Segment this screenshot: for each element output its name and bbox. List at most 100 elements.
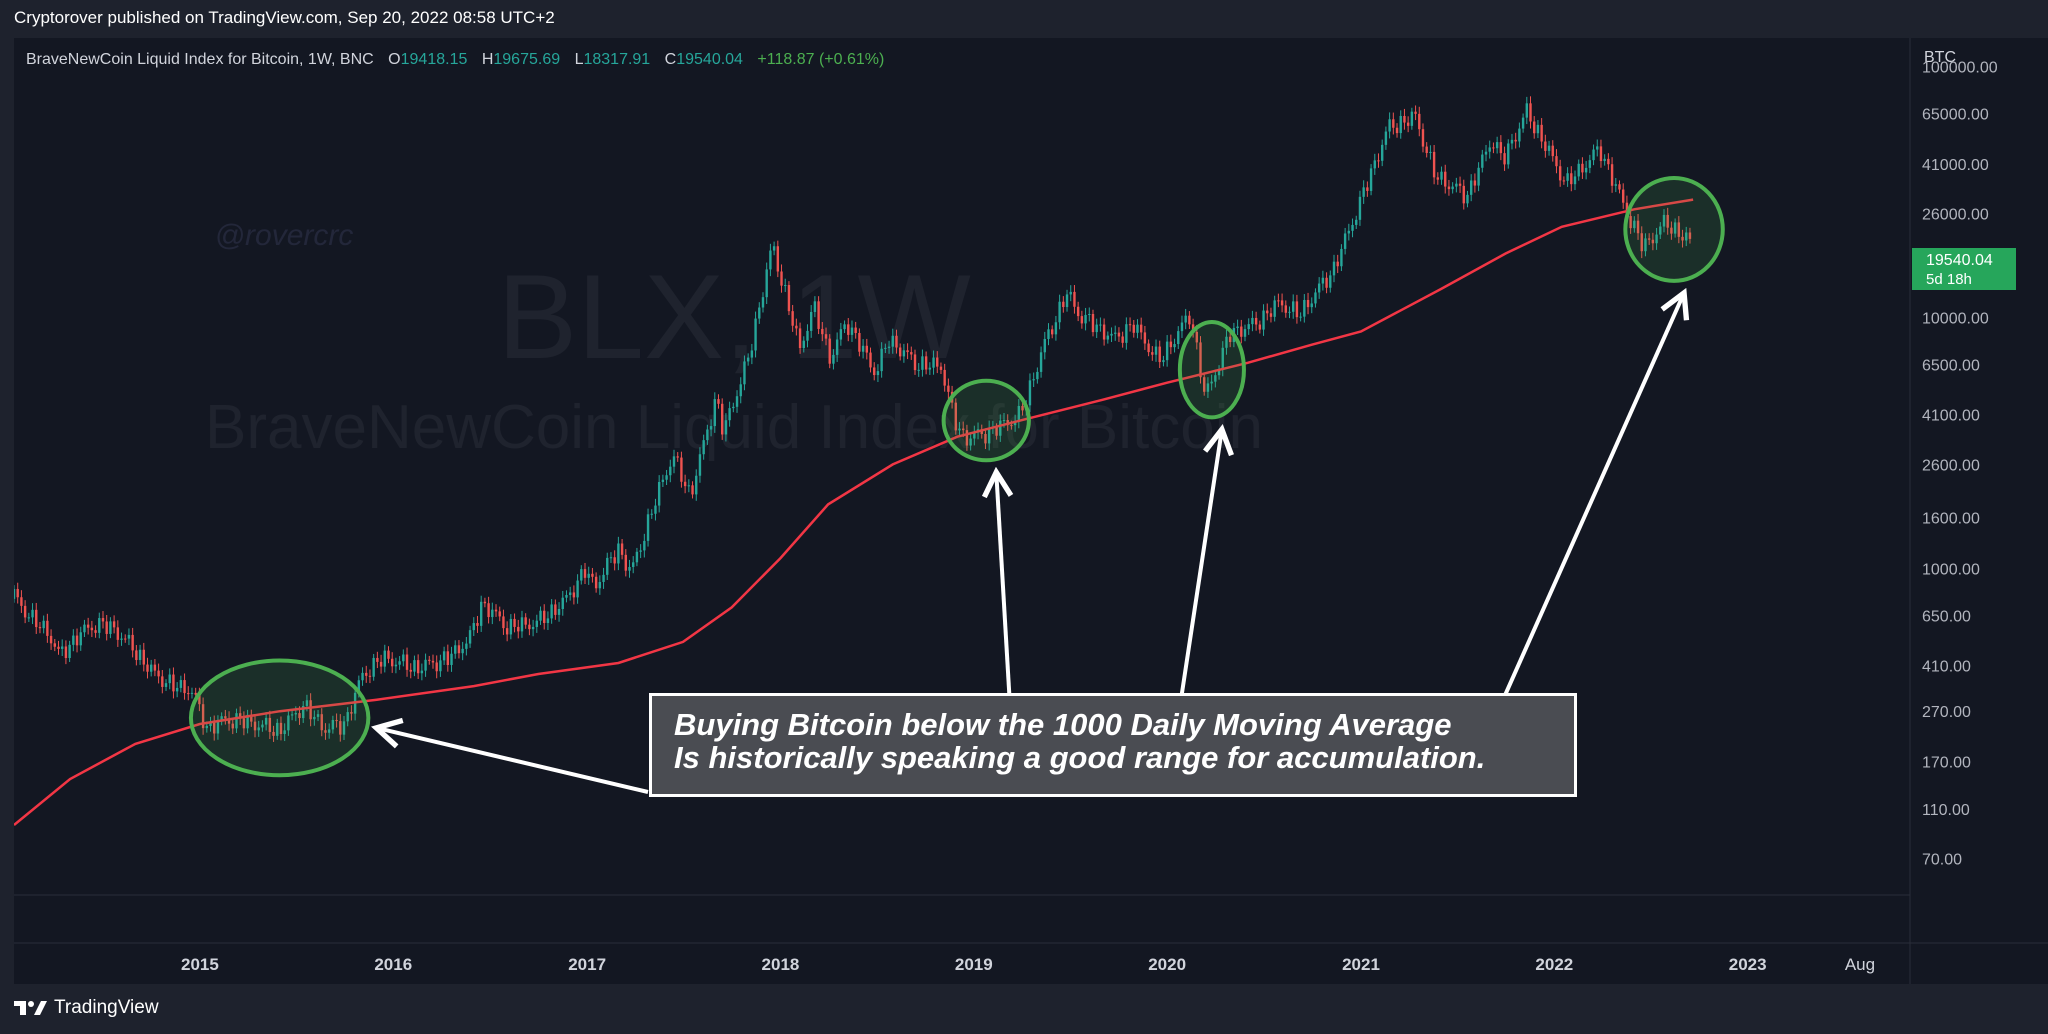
moving-average-line: [14, 198, 1694, 826]
candle-body: [1151, 352, 1154, 355]
candle-body: [1065, 294, 1069, 308]
candle-body: [969, 438, 972, 446]
candle-body: [1384, 131, 1388, 145]
candle-body: [1269, 313, 1273, 317]
candle-body: [164, 683, 168, 687]
candle-body: [1447, 186, 1451, 190]
candle-body: [524, 617, 527, 625]
candle-body: [216, 721, 220, 734]
candle-body: [583, 569, 587, 578]
candle-body: [1217, 369, 1221, 376]
candle-body: [1462, 185, 1465, 204]
candle-body: [643, 540, 646, 551]
candle-body: [402, 654, 405, 662]
watermark-author: @rovercrc: [215, 219, 354, 252]
candle-body: [1618, 184, 1621, 190]
candle-body: [86, 624, 90, 628]
candle-body: [1425, 146, 1428, 153]
candle-body: [316, 714, 320, 717]
candle-body: [509, 618, 513, 635]
watermark-name: BraveNewCoin Liquid Index for Bitcoin: [205, 393, 1263, 462]
candle-body: [1225, 336, 1228, 348]
candle-body: [1110, 333, 1113, 336]
price-chart[interactable]: BLX, 1W BraveNewCoin Liquid Index for Bi…: [14, 38, 2048, 984]
candle-body: [468, 630, 472, 644]
candle-body: [1499, 142, 1503, 154]
publisher-text: Cryptorover published on TradingView.com…: [14, 8, 555, 27]
candle-body: [576, 580, 579, 598]
candle-body: [209, 722, 212, 726]
candle-body: [227, 718, 231, 724]
candle-body: [205, 725, 209, 729]
candle-body: [368, 675, 372, 677]
candle-body: [1102, 324, 1106, 340]
candle-body: [1039, 352, 1043, 372]
candle-body: [1644, 238, 1647, 252]
candle-body: [1603, 158, 1606, 162]
candle-body: [465, 643, 468, 649]
candle-body: [42, 620, 45, 629]
candle-body: [1406, 122, 1410, 126]
candle-body: [880, 348, 883, 372]
candle-body: [728, 408, 731, 421]
candle-body: [1058, 301, 1061, 323]
candle-body: [64, 646, 68, 659]
candle-body: [758, 307, 761, 319]
candle-body: [246, 714, 249, 729]
candle-body: [379, 661, 383, 667]
tradingview-brand[interactable]: TradingView: [14, 997, 159, 1019]
candle-body: [116, 627, 120, 640]
candle-body: [865, 345, 869, 353]
candle-body: [1685, 232, 1688, 241]
candle-body: [676, 456, 679, 458]
candle-body: [650, 513, 653, 515]
candle-body: [661, 479, 665, 482]
y-tick-label: 270.00: [1922, 704, 1971, 721]
legend-high-label: H: [481, 51, 494, 68]
candle-body: [383, 650, 386, 667]
candle-body: [105, 621, 108, 634]
candle-body: [632, 562, 635, 567]
candle-body: [1551, 145, 1554, 157]
candle-body: [1262, 310, 1265, 330]
candle-body: [780, 271, 783, 286]
candle-body: [809, 311, 813, 331]
accumulation-highlight: [1623, 175, 1725, 283]
candle-body: [194, 692, 197, 695]
candle-body: [387, 650, 390, 659]
annotation-arrow: [996, 472, 1010, 707]
candle-body: [1028, 380, 1032, 406]
legend-open-label: O: [388, 51, 401, 68]
candle-body: [713, 399, 716, 427]
candle-body: [1277, 300, 1280, 302]
annotation-arrow: [1496, 293, 1684, 712]
x-tick-label: 2022: [1535, 955, 1573, 974]
candle-body: [528, 624, 531, 630]
candle-body: [1076, 306, 1080, 317]
candle-body: [1069, 291, 1072, 295]
annotation-line-1: Buying Bitcoin below the 1000 Daily Movi…: [674, 707, 1452, 742]
candle-body: [902, 350, 906, 357]
candle-body: [1043, 338, 1046, 353]
candle-body: [1321, 277, 1325, 284]
candle-body: [420, 670, 424, 674]
chart-frame[interactable]: BLX, 1W BraveNewCoin Liquid Index for Bi…: [14, 38, 2048, 984]
candle-body: [1670, 227, 1673, 234]
candle-body: [157, 670, 160, 677]
candle-body: [1436, 177, 1440, 180]
candle-body: [1380, 144, 1384, 161]
candle-body: [743, 361, 746, 385]
candle-body: [327, 729, 331, 733]
candle-body: [324, 730, 327, 733]
candle-body: [49, 635, 53, 644]
candle-body: [1358, 196, 1362, 220]
candle-body: [1106, 335, 1110, 340]
candle-body: [1596, 146, 1599, 150]
candle-body: [750, 350, 754, 358]
candle-body: [1410, 111, 1414, 126]
candle-body: [428, 659, 431, 661]
candle-body: [999, 420, 1002, 436]
x-tick-label: 2016: [374, 955, 412, 974]
candle-body: [1347, 230, 1351, 234]
candle-body: [1121, 336, 1124, 343]
